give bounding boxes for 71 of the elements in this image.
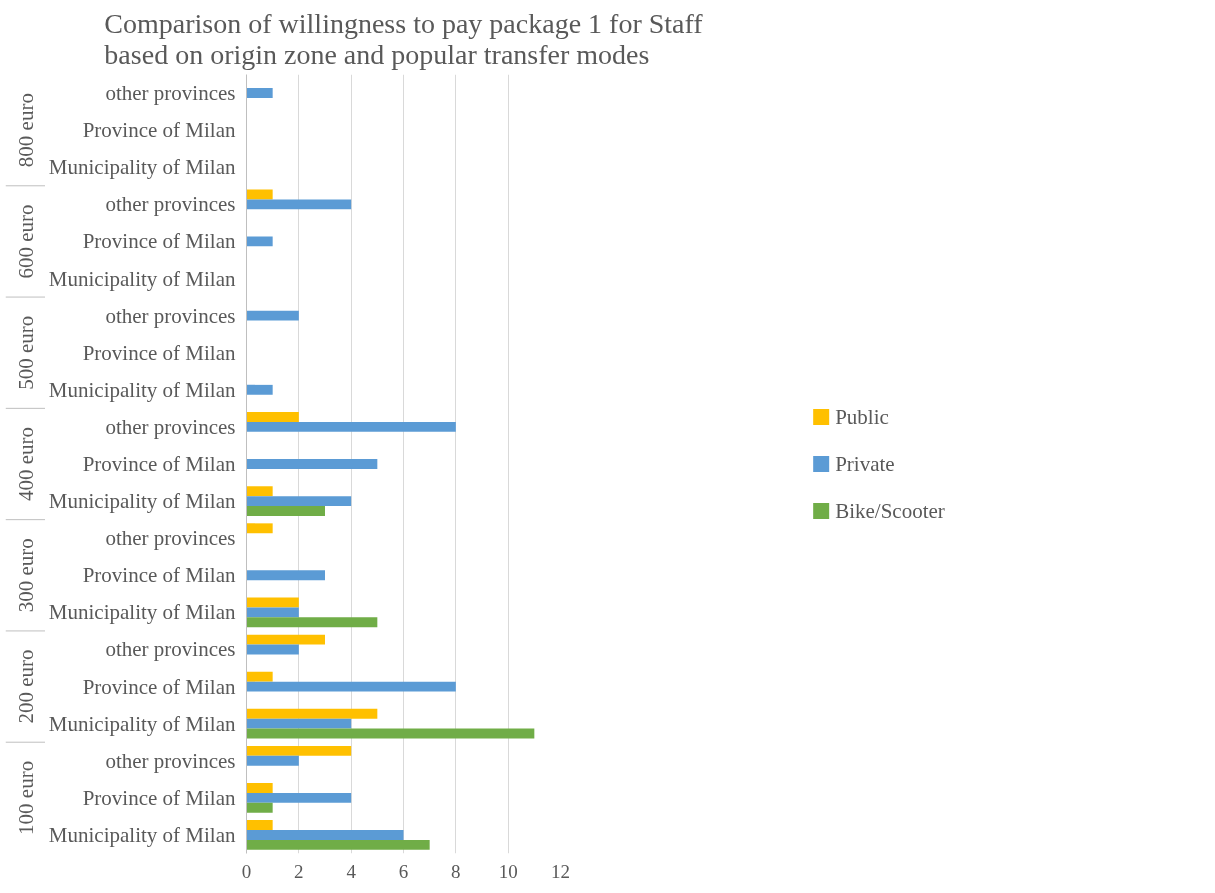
text: 600 euro bbox=[13, 204, 38, 279]
bar bbox=[246, 486, 273, 497]
bar bbox=[246, 412, 299, 422]
y-tick-label: Province of Milan bbox=[82, 452, 236, 476]
x-tick-label: 6 bbox=[398, 860, 409, 882]
bar bbox=[246, 496, 352, 507]
text: 500 euro bbox=[13, 315, 38, 390]
bar bbox=[246, 671, 273, 682]
text: 100 euro bbox=[13, 760, 38, 835]
y-tick-label: other provinces bbox=[105, 637, 236, 662]
bar bbox=[246, 236, 273, 247]
bar bbox=[246, 384, 273, 395]
y-tick-label: Province of Milan bbox=[82, 340, 236, 365]
x-tick-label: 8 bbox=[451, 860, 461, 882]
bar bbox=[246, 88, 273, 98]
bar bbox=[246, 708, 378, 719]
bar bbox=[246, 506, 325, 516]
bar bbox=[246, 597, 299, 608]
bar bbox=[246, 310, 299, 321]
bar bbox=[246, 839, 430, 850]
y-tick-label: Province of Milan bbox=[82, 674, 236, 699]
y-tick-label: Province of Milan bbox=[82, 118, 236, 143]
text: 300 euro bbox=[13, 538, 38, 613]
y-tick-label: Municipality of Milan bbox=[48, 822, 236, 847]
y-tick-label: Municipality of Milan bbox=[48, 377, 236, 402]
y-tick-label: other provinces bbox=[105, 414, 236, 439]
bar bbox=[246, 755, 299, 766]
chart-title: Comparison of willingness to pay package 1 for Staff based on origin zone and popular transfer modes bbox=[104, 7, 704, 70]
text: 800 euro bbox=[13, 93, 38, 168]
bar bbox=[246, 421, 456, 432]
legend-label: Public bbox=[835, 404, 889, 429]
y-tick-label: Municipality of Milan bbox=[48, 155, 236, 180]
y-tick-label: Province of Milan bbox=[82, 229, 236, 254]
text: 400 euro bbox=[13, 426, 38, 502]
bar bbox=[246, 718, 352, 729]
legend-label: Private bbox=[835, 451, 895, 476]
y-tick-label: Municipality of Milan bbox=[48, 711, 236, 736]
bar bbox=[246, 644, 299, 655]
bar bbox=[246, 802, 273, 813]
bar bbox=[246, 570, 325, 581]
y-tick-label: Province of Milan bbox=[82, 563, 236, 588]
bar bbox=[246, 830, 404, 840]
bar bbox=[246, 617, 378, 628]
y-tick-label: other provinces bbox=[105, 526, 236, 551]
text: 200 euro bbox=[13, 649, 38, 724]
x-tick-label: 4 bbox=[346, 860, 357, 882]
bar bbox=[246, 459, 378, 469]
bar bbox=[246, 745, 352, 756]
bar bbox=[246, 820, 273, 831]
bar bbox=[246, 634, 325, 645]
bar bbox=[246, 728, 535, 739]
y-tick-label: Municipality of Milan bbox=[48, 600, 236, 625]
y-tick-label: Municipality of Milan bbox=[48, 489, 236, 514]
x-tick-label: 10 bbox=[498, 860, 518, 882]
y-tick-label: other provinces bbox=[105, 81, 236, 106]
x-tick-label: 0 bbox=[241, 860, 252, 882]
bar bbox=[246, 199, 352, 210]
y-tick-label: other provinces bbox=[105, 192, 236, 217]
x-tick-label: 2 bbox=[294, 860, 304, 882]
y-tick-label: other provinces bbox=[105, 303, 236, 328]
bar bbox=[246, 523, 273, 534]
bar bbox=[246, 189, 273, 200]
x-tick-label: 12 bbox=[551, 860, 570, 882]
y-tick-label: Province of Milan bbox=[82, 785, 236, 810]
bar bbox=[246, 792, 352, 803]
bar bbox=[246, 783, 273, 793]
legend-label: Bike/Scooter bbox=[835, 498, 945, 523]
bar bbox=[246, 607, 299, 618]
y-tick-label: Municipality of Milan bbox=[48, 266, 236, 291]
bar bbox=[246, 681, 456, 692]
y-tick-label: other provinces bbox=[105, 748, 236, 773]
